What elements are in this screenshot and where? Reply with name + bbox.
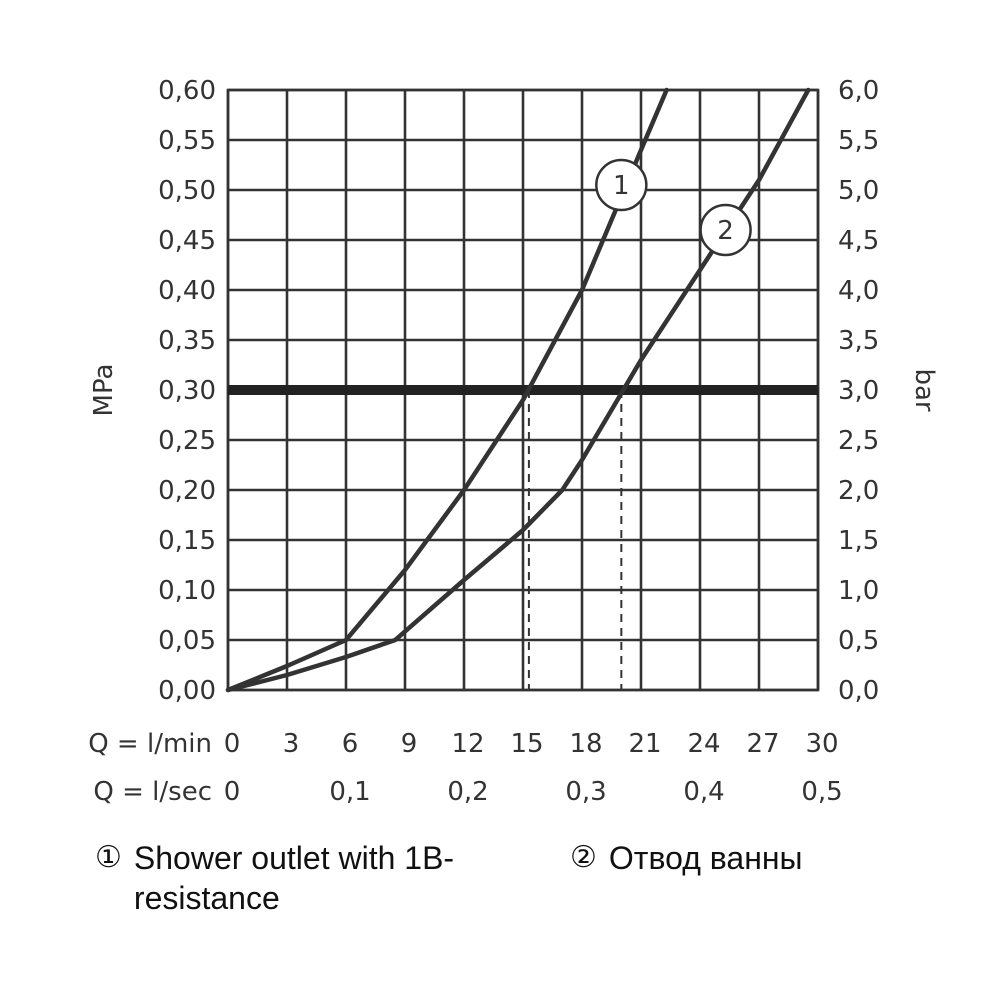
y-tick-label-left: 0,25	[158, 426, 216, 456]
series-marker-label-1: 1	[613, 171, 630, 201]
y-tick-label-right: 3,5	[838, 326, 879, 356]
y-tick-label-left: 0,30	[158, 376, 216, 406]
y-tick-label-left: 0,10	[158, 576, 216, 606]
x-tick-label-lsec: 0,1	[329, 777, 370, 807]
y-tick-label-left: 0,05	[158, 626, 216, 656]
x-tick-label-lsec: 0	[224, 777, 241, 807]
y-tick-label-right: 2,0	[838, 476, 879, 506]
series-marker-2	[699, 203, 752, 257]
x-tick-label-lmin: 18	[569, 729, 602, 759]
x-tick-label-lsec: 0,2	[447, 777, 488, 807]
y-tick-label-right: 5,5	[838, 126, 879, 156]
y-tick-label-left: 0,50	[158, 176, 216, 206]
legend-item-1: ① Shower outlet with 1B-resistance	[95, 838, 565, 918]
x-tick-label-lmin: 9	[401, 729, 418, 759]
y-tick-label-left: 0,15	[158, 526, 216, 556]
legend-marker-2: ②	[570, 840, 597, 875]
legend-label-1: Shower outlet with 1B-resistance	[133, 840, 455, 916]
legend-item-2: ② Отвод ванны	[570, 838, 970, 878]
x-tick-label-lmin: 3	[283, 729, 300, 759]
y-tick-label-right: 4,5	[838, 226, 879, 256]
y-tick-label-left: 0,60	[158, 76, 216, 106]
y-tick-label-right: 1,0	[838, 576, 879, 606]
x-tick-label-lmin: 30	[805, 729, 838, 759]
x-tick-label-lsec: 0,3	[565, 777, 606, 807]
y-tick-label-right: 0,0	[838, 676, 879, 706]
x-tick-label-lmin: 0	[224, 729, 241, 759]
y-tick-label-right: 2,5	[838, 426, 879, 456]
y-tick-label-left: 0,40	[158, 276, 216, 306]
y-tick-label-left: 0,45	[158, 226, 216, 256]
x-tick-label-lmin: 24	[687, 729, 720, 759]
x-tick-label-lmin: 6	[342, 729, 359, 759]
x-tick-label-lmin: 12	[451, 729, 484, 759]
legend-label-2: Отвод ванны	[608, 840, 803, 876]
y-tick-label-left: 0,55	[158, 126, 216, 156]
x-axis-title-lsec: Q = l/sec	[93, 777, 212, 807]
y-tick-label-right: 3,0	[838, 376, 879, 406]
y-tick-label-right: 5,0	[838, 176, 879, 206]
x-tick-label-lsec: 0,4	[683, 777, 724, 807]
y-tick-label-right: 0,5	[838, 626, 879, 656]
y-tick-label-left: 0,20	[158, 476, 216, 506]
x-tick-label-lsec: 0,5	[801, 777, 842, 807]
x-tick-label-lmin: 27	[746, 729, 779, 759]
series-marker-label-2: 2	[717, 216, 734, 246]
x-tick-label-lmin: 21	[628, 729, 661, 759]
y-axis-title-left: MPa	[89, 364, 119, 417]
x-tick-label-lmin: 15	[510, 729, 543, 759]
y-tick-label-right: 1,5	[838, 526, 879, 556]
y-tick-label-right: 6,0	[838, 76, 879, 106]
y-axis-title-right: bar	[909, 368, 939, 411]
y-tick-label-left: 0,00	[158, 676, 216, 706]
series-marker-1	[595, 158, 648, 212]
y-tick-label-left: 0,35	[158, 326, 216, 356]
x-axis-title-lmin: Q = l/min	[88, 729, 212, 759]
y-tick-label-right: 4,0	[838, 276, 879, 306]
legend-marker-1: ①	[95, 840, 122, 875]
series-line-2	[225, 87, 811, 693]
